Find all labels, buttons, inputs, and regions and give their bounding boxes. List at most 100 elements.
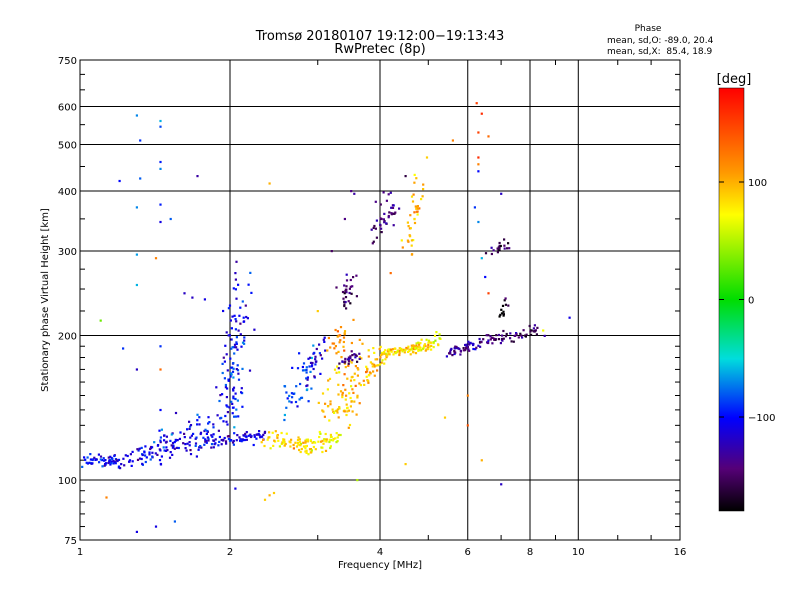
data-point: [174, 439, 178, 442]
data-point: [430, 348, 433, 351]
data-point: [220, 443, 223, 446]
data-point: [501, 334, 504, 337]
data-point: [263, 444, 266, 448]
data-point: [203, 443, 206, 446]
data-point: [330, 250, 333, 253]
data-point: [262, 438, 265, 441]
data-point: [506, 247, 509, 250]
data-point: [496, 247, 499, 250]
data-point: [242, 434, 245, 437]
data-point: [218, 435, 221, 439]
data-point: [533, 324, 536, 327]
data-point: [215, 386, 218, 389]
data-point: [83, 456, 86, 459]
data-point: [135, 206, 138, 209]
data-point: [112, 462, 115, 465]
data-point: [318, 435, 321, 439]
data-point: [304, 450, 307, 453]
data-point: [477, 344, 480, 347]
data-point: [387, 348, 390, 351]
data-point: [307, 357, 310, 360]
data-point: [231, 366, 234, 369]
data-point: [395, 351, 399, 354]
data-point: [345, 285, 348, 288]
data-point: [343, 292, 346, 295]
data-point: [225, 404, 228, 407]
data-point: [188, 427, 191, 430]
data-point: [326, 405, 330, 408]
data-point: [351, 375, 354, 378]
data-point: [194, 444, 197, 447]
data-point: [522, 329, 525, 332]
data-point: [159, 203, 162, 206]
data-point: [424, 349, 427, 352]
data-point: [365, 375, 368, 378]
data-point: [110, 460, 113, 463]
data-point: [234, 278, 237, 281]
data-point: [415, 207, 418, 210]
data-point: [229, 439, 232, 442]
data-point: [468, 343, 471, 346]
x-tick-label: 4: [377, 547, 383, 558]
data-point: [409, 227, 412, 230]
data-point: [283, 385, 287, 388]
data-point: [158, 448, 161, 451]
data-point: [151, 455, 154, 458]
data-point: [318, 343, 321, 346]
data-point: [168, 456, 172, 459]
data-point: [116, 459, 119, 463]
data-point: [491, 342, 494, 345]
data-point: [350, 361, 353, 364]
data-point: [339, 326, 343, 329]
data-point: [508, 247, 511, 250]
data-point: [358, 356, 361, 359]
data-point: [455, 345, 458, 349]
data-point: [122, 347, 125, 350]
data-point: [117, 458, 121, 461]
data-point: [204, 440, 207, 443]
data-point: [97, 453, 100, 456]
data-point: [350, 190, 353, 193]
data-point: [280, 442, 283, 445]
data-point: [472, 343, 475, 347]
data-point: [341, 391, 344, 394]
data-point: [475, 102, 478, 105]
data-point: [324, 432, 327, 436]
phase-heading: Phase: [635, 24, 662, 34]
data-point: [321, 392, 325, 395]
data-point: [345, 273, 348, 276]
data-point: [372, 226, 375, 229]
data-point: [427, 343, 430, 346]
data-point: [521, 336, 524, 339]
data-point: [490, 246, 493, 249]
data-point: [340, 356, 343, 359]
data-point: [310, 356, 313, 360]
data-point: [145, 456, 148, 459]
data-point: [316, 310, 319, 313]
data-point: [335, 432, 338, 435]
data-point: [324, 402, 327, 405]
data-point: [409, 235, 412, 238]
data-point: [381, 353, 384, 356]
data-point: [144, 454, 147, 457]
data-point: [336, 408, 340, 411]
data-point: [182, 442, 185, 445]
data-point: [319, 432, 322, 435]
data-point: [365, 371, 368, 374]
data-point: [389, 191, 392, 194]
data-point: [249, 271, 252, 274]
data-point: [237, 329, 240, 332]
data-point: [178, 437, 181, 440]
data-point: [105, 496, 108, 499]
data-point: [381, 351, 384, 354]
data-point: [355, 413, 358, 416]
data-point: [232, 443, 235, 446]
data-point: [225, 442, 228, 445]
data-point: [159, 167, 162, 170]
data-point: [339, 433, 342, 437]
data-point: [391, 206, 395, 209]
data-point: [498, 244, 501, 247]
data-point: [490, 252, 493, 256]
data-point: [350, 341, 353, 345]
data-point: [257, 432, 260, 436]
